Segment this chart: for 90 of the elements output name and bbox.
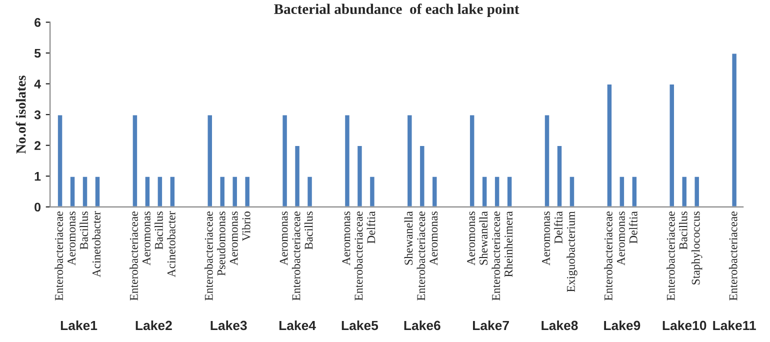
x-tick-label: Enterobacteriaceae <box>666 211 675 301</box>
y-tick-label: 6 <box>34 18 41 27</box>
x-tick-label: Enterobacteriaceae <box>130 211 138 301</box>
bar <box>630 175 638 207</box>
x-tick-label: Bacillus <box>154 212 163 250</box>
text: Lake4 <box>279 320 316 330</box>
x-tick-label: Acinetobacter <box>92 211 100 278</box>
x-tick-label: Pseudomonas <box>217 212 226 276</box>
x-tick-label: Vibrio <box>242 212 250 242</box>
x-tick-label: Bacillus <box>80 212 88 250</box>
text: Lake2 <box>136 320 172 330</box>
bar <box>606 83 613 207</box>
bar <box>94 175 102 207</box>
bar <box>368 175 376 207</box>
x-tick-label: Enterobacteriaceae <box>292 211 300 301</box>
bar <box>69 175 76 207</box>
x-tick-label: Shewanella <box>404 211 413 265</box>
x-tick-label: Aeromonas <box>342 212 350 266</box>
bar <box>668 83 676 207</box>
x-tick-label: Enterobacteriaceae <box>728 211 738 301</box>
text: Lake10 <box>662 320 706 330</box>
bar <box>544 114 551 207</box>
bar <box>618 175 626 207</box>
x-tick-label: Acinetobacter <box>167 211 176 278</box>
x-tick-label: Delftia <box>554 211 562 244</box>
y-tick-label: 3 <box>34 110 41 120</box>
bar <box>406 114 414 207</box>
x-tick-label: Bacillus <box>679 212 688 250</box>
y-tick-label: 1 <box>34 172 41 181</box>
bar <box>418 144 426 207</box>
bar <box>131 114 138 207</box>
x-tick-label: Shewanella <box>479 211 488 265</box>
text: Lake9 <box>604 320 640 330</box>
x-tick-label: Enterobacteriaceae <box>354 211 363 301</box>
x-tick-label: Aeromonas <box>230 212 238 266</box>
text: Lake11 <box>713 320 756 330</box>
y-axis-title: No.of isolates <box>16 76 26 154</box>
x-tick-label: Delftia <box>366 211 376 244</box>
x-tick-label: Aeromonas <box>280 212 288 266</box>
bar <box>156 175 164 207</box>
bar <box>468 114 476 207</box>
y-tick-label: 5 <box>34 48 41 58</box>
x-tick-label: Enterobacteriaceae <box>492 211 500 301</box>
bar <box>56 114 64 207</box>
x-tick-label: Delftia <box>628 211 638 244</box>
bar <box>294 144 301 207</box>
x-tick-label: Enterobacteriaceae <box>204 211 213 301</box>
text: Lake6 <box>404 320 440 330</box>
x-tick-label: Aeromonas <box>142 212 150 266</box>
bar <box>168 175 176 207</box>
x-tick-label: Aeromonas <box>68 212 76 266</box>
text: Lake3 <box>210 320 247 330</box>
x-tick-label: Aeromonas <box>467 212 476 266</box>
bar <box>506 175 514 207</box>
x-tick-label: Aeromonas <box>542 212 550 266</box>
text: Lake7 <box>473 320 509 330</box>
bar <box>218 175 226 207</box>
text: Lake8 <box>542 320 578 330</box>
x-tick-label: Enterobacteriaceae <box>604 211 612 301</box>
bar <box>730 52 738 207</box>
bar <box>82 175 89 207</box>
x-tick-label: Aeromonas <box>430 212 438 266</box>
text: Lake1 <box>60 320 98 330</box>
x-tick-label: Enterobacteriaceae <box>416 211 426 301</box>
bar <box>693 175 700 207</box>
y-tick-label: 2 <box>34 141 41 150</box>
chart-title: Bacterial abundance of each lake point <box>274 4 520 17</box>
bar <box>344 114 351 207</box>
bar <box>144 175 151 207</box>
x-tick-label: Enterobacteriaceae <box>54 211 63 301</box>
bar <box>306 175 314 207</box>
text: Lake5 <box>342 320 378 330</box>
bar <box>431 175 438 207</box>
y-tick-label: 4 <box>34 80 41 88</box>
x-tick-label: Aeromonas <box>616 212 625 266</box>
bar <box>231 175 238 207</box>
x-tick-label: Exiguobacterium <box>566 211 578 292</box>
x-tick-label: Rheinheimera <box>504 211 513 277</box>
bar <box>281 114 288 207</box>
bar <box>481 175 488 207</box>
bar <box>680 175 688 207</box>
x-tick-label: Bacillus <box>304 212 313 250</box>
bar <box>494 175 501 207</box>
bar <box>206 114 214 207</box>
x-tick-label: Staphylococcus <box>691 212 702 284</box>
bar <box>556 144 564 207</box>
bar <box>244 175 251 207</box>
y-tick-label: 0 <box>34 202 41 212</box>
bar <box>356 144 364 207</box>
bar <box>568 175 576 207</box>
